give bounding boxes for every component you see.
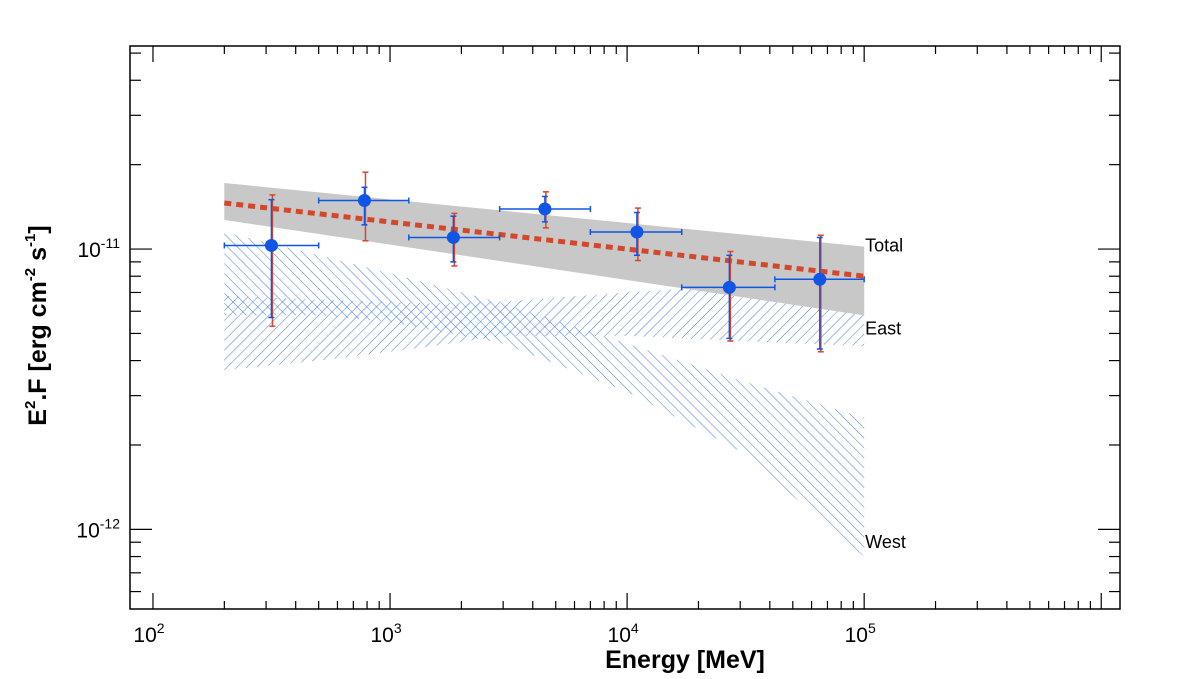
band-label-east: East (865, 318, 901, 338)
x-tick-label: 104 (608, 620, 639, 647)
y-axis-title: E2.F [erg cm-2 s-1] (22, 225, 52, 425)
y-tick-label: 10-12 (76, 515, 120, 542)
band-label-total: Total (865, 235, 903, 255)
y-tick-label: 10-11 (77, 235, 120, 262)
data-point-4 (498, 191, 592, 229)
labels-layer: 102 103 104 105 10-12 10-11 Energy [MeV] E2.F [… (22, 225, 906, 674)
data-point-3 (408, 212, 501, 267)
data-point-5 (589, 207, 683, 262)
x-tick-label: 103 (370, 620, 401, 647)
data-marker (813, 272, 827, 286)
data-marker (446, 230, 460, 244)
data-marker (722, 280, 736, 294)
data-point-7 (774, 234, 865, 353)
data-marker (264, 238, 278, 252)
x-axis-title: Energy [MeV] (605, 646, 765, 674)
data-marker (538, 202, 552, 216)
band-label-west: West (865, 532, 906, 552)
data-point-2 (317, 171, 410, 242)
plot-frame (129, 45, 1121, 610)
bands-layer (224, 183, 865, 557)
data-marker (630, 225, 644, 239)
band-west (224, 232, 865, 557)
data-point-6 (680, 250, 776, 342)
band-total (224, 183, 865, 316)
marks-layer (223, 171, 865, 353)
x-tick-label: 102 (133, 620, 164, 647)
axes-layer (129, 45, 1121, 610)
data-marker (357, 193, 371, 207)
data-point-1 (223, 194, 320, 328)
x-tick-label: 105 (845, 620, 876, 647)
